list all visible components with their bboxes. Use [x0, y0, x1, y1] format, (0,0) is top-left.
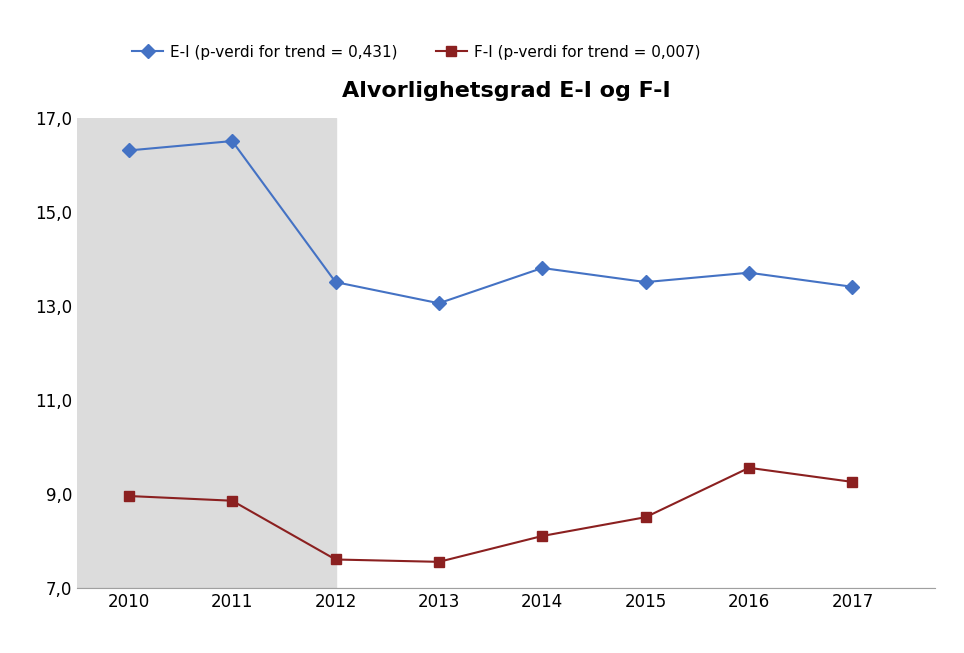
F-I (p-verdi for trend = 0,007) — [640, 513, 652, 521]
E-I (p-verdi for trend = 0,431) — [846, 283, 858, 291]
Line: F-I (p-verdi for trend = 0,007): F-I (p-verdi for trend = 0,007) — [124, 463, 857, 567]
Bar — [77, 118, 335, 588]
E-I (p-verdi for trend = 0,431) — [743, 269, 755, 277]
E-I (p-verdi for trend = 0,431) — [537, 264, 549, 272]
E-I (p-verdi for trend = 0,431) — [227, 137, 238, 145]
F-I (p-verdi for trend = 0,007) — [123, 492, 135, 500]
E-I (p-verdi for trend = 0,431) — [640, 278, 652, 286]
Legend: E-I (p-verdi for trend = 0,431), F-I (p-verdi for trend = 0,007): E-I (p-verdi for trend = 0,431), F-I (p-… — [127, 40, 706, 65]
E-I (p-verdi for trend = 0,431) — [123, 146, 135, 154]
F-I (p-verdi for trend = 0,007) — [433, 558, 444, 565]
F-I (p-verdi for trend = 0,007) — [330, 556, 341, 564]
Line: E-I (p-verdi for trend = 0,431): E-I (p-verdi for trend = 0,431) — [124, 136, 857, 308]
E-I (p-verdi for trend = 0,431) — [330, 278, 341, 286]
F-I (p-verdi for trend = 0,007) — [537, 532, 549, 540]
E-I (p-verdi for trend = 0,431) — [433, 299, 444, 307]
Title: Alvorlighetsgrad E-I og F-I: Alvorlighetsgrad E-I og F-I — [342, 81, 670, 101]
F-I (p-verdi for trend = 0,007) — [227, 497, 238, 505]
F-I (p-verdi for trend = 0,007) — [846, 478, 858, 486]
F-I (p-verdi for trend = 0,007) — [743, 464, 755, 471]
